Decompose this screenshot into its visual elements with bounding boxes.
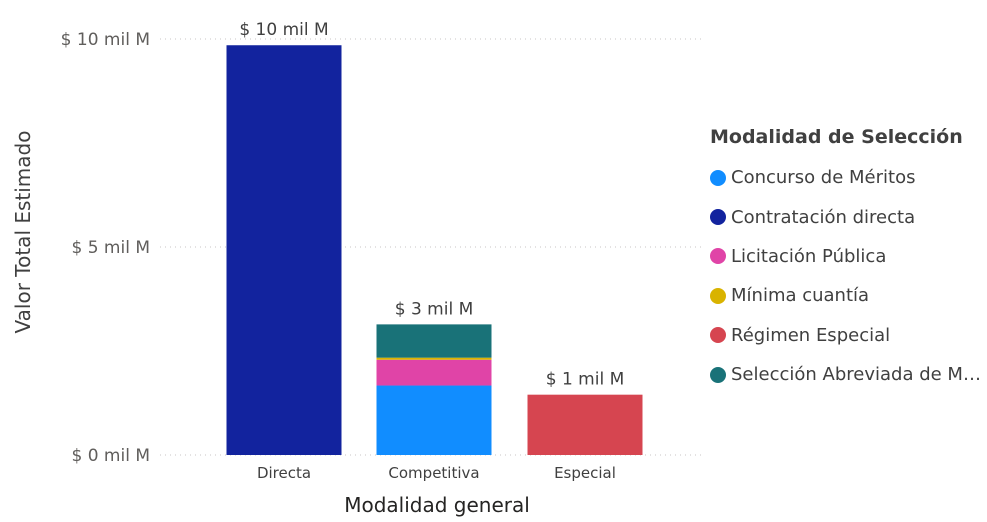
y-tick-label: $ 10 mil M xyxy=(61,30,150,50)
legend-swatch xyxy=(710,248,726,265)
y-tick-label: $ 0 mil M xyxy=(71,446,150,466)
y-tick-label: $ 5 mil M xyxy=(71,238,150,258)
bar-segment[interactable] xyxy=(376,357,492,360)
bar-total-label: $ 3 mil M xyxy=(395,299,474,319)
x-tick-label: Competitiva xyxy=(388,464,479,482)
y-axis-title: Valor Total Estimado xyxy=(11,131,35,334)
bar-segment[interactable] xyxy=(376,324,492,358)
legend-item[interactable]: Mínima cuantía xyxy=(710,276,987,315)
bar-segment[interactable] xyxy=(376,359,492,386)
legend-swatch xyxy=(710,209,726,226)
legend-label: Contratación directa xyxy=(731,206,916,228)
bars xyxy=(226,45,643,456)
total-labels: $ 10 mil M $ 3 mil M $ 1 mil M xyxy=(239,20,624,389)
legend-item[interactable]: Concurso de Méritos xyxy=(710,158,987,197)
x-axis-ticks: Directa Competitiva Especial xyxy=(257,464,616,482)
legend-label: Régimen Especial xyxy=(731,324,891,346)
legend-title: Modalidad de Selección xyxy=(710,126,963,148)
legend-item[interactable]: Selección Abreviada de M… xyxy=(710,355,987,394)
legend-item[interactable]: Licitación Pública xyxy=(710,237,987,276)
legend-swatch xyxy=(710,169,726,186)
legend-label: Selección Abreviada de M… xyxy=(731,364,981,386)
x-tick-label: Especial xyxy=(554,464,616,482)
bar-total-label: $ 1 mil M xyxy=(546,370,625,390)
bar-segment[interactable] xyxy=(527,394,643,455)
legend-item[interactable]: Contratación directa xyxy=(710,197,987,236)
legend-items: Concurso de Méritos Contratación directa L… xyxy=(710,158,987,394)
legend-item[interactable]: Régimen Especial xyxy=(710,316,987,355)
bar-segment[interactable] xyxy=(226,45,342,456)
legend-swatch xyxy=(710,287,726,304)
y-axis-ticks: $ 0 mil M $ 5 mil M $ 10 mil M xyxy=(61,30,150,466)
legend-label: Concurso de Méritos xyxy=(731,167,916,189)
legend-label: Licitación Pública xyxy=(731,245,887,267)
legend: Modalidad de Selección Concurso de Mérit… xyxy=(710,126,987,394)
x-tick-label: Directa xyxy=(257,464,311,482)
legend-swatch xyxy=(710,327,726,344)
legend-label: Mínima cuantía xyxy=(731,285,870,307)
legend-swatch xyxy=(710,366,726,383)
bar-segment[interactable] xyxy=(376,385,492,455)
bar-total-label: $ 10 mil M xyxy=(239,20,328,40)
x-axis-title: Modalidad general xyxy=(344,493,530,517)
